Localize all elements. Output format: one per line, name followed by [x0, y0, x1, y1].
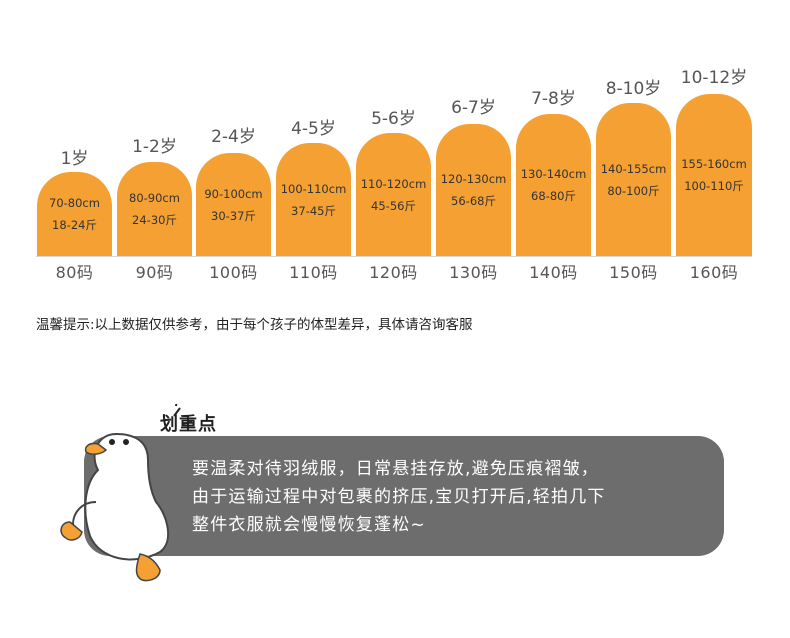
age-label: 1岁: [60, 149, 89, 169]
size-label: 90码: [135, 263, 174, 282]
height-range: 140-155cm: [600, 161, 667, 176]
note-line: 要温柔对待羽绒服，日常悬挂存放,避免压痕褶皱，: [192, 459, 600, 479]
note-line: 由于运输过程中对包裹的挤压,宝贝打开后,轻拍几下: [192, 487, 606, 507]
size-label: 80码: [55, 263, 94, 282]
size-column: 1-2岁 80-90cm 24-30斤: [117, 0, 192, 256]
age-label: 1-2岁: [132, 137, 177, 157]
size-bar: 110-120cm 45-56斤: [356, 133, 431, 256]
size-column: 7-8岁 130-140cm 68-80斤: [516, 0, 591, 256]
baseline-divider: [36, 256, 752, 257]
height-range: 100-110cm: [280, 181, 347, 196]
duck-icon: [60, 404, 193, 582]
note-title: 划重点: [160, 414, 217, 435]
height-range: 70-80cm: [49, 196, 100, 210]
weight-range: 18-24斤: [52, 218, 97, 232]
weight-range: 37-45斤: [291, 203, 336, 218]
age-label: 8-10岁: [605, 79, 662, 99]
size-label: 140码: [529, 263, 578, 282]
height-range: 90-100cm: [204, 186, 263, 201]
size-label: 110码: [289, 263, 338, 282]
size-column: 6-7岁 120-130cm 56-68斤: [436, 0, 511, 256]
size-column: 8-10岁 140-155cm 80-100斤: [596, 0, 671, 256]
size-column: 4-5岁 100-110cm 37-45斤: [276, 0, 351, 256]
height-range: 120-130cm: [440, 172, 507, 186]
care-note-text: 要温柔对待羽绒服，日常悬挂存放,避免压痕褶皱， 由于运输过程中对包裹的挤压,宝贝…: [192, 455, 606, 539]
care-note-panel: [84, 436, 724, 556]
size-bar: 100-110cm 37-45斤: [276, 143, 351, 256]
height-range: 155-160cm: [681, 157, 747, 171]
note-line: 整件衣服就会慢慢恢复蓬松~: [192, 515, 426, 535]
age-label: 5-6岁: [371, 109, 416, 129]
weight-range: 80-100斤: [607, 183, 660, 198]
size-column: 10-12岁 155-160cm 100-110斤: [676, 0, 752, 256]
height-range: 130-140cm: [520, 167, 587, 181]
size-column: 2-4岁 90-100cm 30-37斤: [196, 0, 271, 256]
size-label: 130码: [449, 263, 498, 282]
age-label: 2-4岁: [211, 127, 256, 147]
age-label: 6-7岁: [451, 98, 496, 118]
size-column: 1岁 70-80cm 18-24斤: [37, 0, 112, 256]
weight-range: 56-68斤: [451, 194, 496, 208]
size-bar: 70-80cm 18-24斤: [37, 172, 112, 256]
size-bar: 155-160cm 100-110斤: [676, 94, 752, 256]
warm-tip: 温馨提示:以上数据仅供参考，由于每个孩子的体型差异，具体请咨询客服: [36, 317, 473, 333]
size-bar: 120-130cm 56-68斤: [436, 124, 511, 256]
size-bar: 90-100cm 30-37斤: [196, 153, 271, 256]
age-label: 7-8岁: [531, 89, 576, 109]
height-range: 110-120cm: [360, 176, 427, 191]
age-label: 10-12岁: [680, 68, 748, 88]
weight-range: 100-110斤: [684, 179, 744, 193]
weight-range: 68-80斤: [531, 189, 576, 203]
size-label: 120码: [369, 263, 418, 282]
weight-range: 24-30斤: [132, 213, 177, 227]
size-column: 5-6岁 110-120cm 45-56斤: [356, 0, 431, 256]
size-bar: 130-140cm 68-80斤: [516, 114, 591, 256]
size-label: 150码: [609, 263, 658, 282]
size-bar: 140-155cm 80-100斤: [596, 103, 671, 256]
weight-range: 45-56斤: [371, 198, 416, 213]
size-bar: 80-90cm 24-30斤: [117, 162, 192, 256]
weight-range: 30-37斤: [211, 208, 256, 223]
size-label: 160码: [689, 263, 739, 282]
age-label: 4-5岁: [291, 119, 336, 139]
height-range: 80-90cm: [129, 191, 180, 205]
size-chart: 1岁 70-80cm 18-24斤 80码 1-2岁 80-90cm 24-30…: [0, 0, 790, 300]
size-label: 100码: [209, 263, 258, 282]
